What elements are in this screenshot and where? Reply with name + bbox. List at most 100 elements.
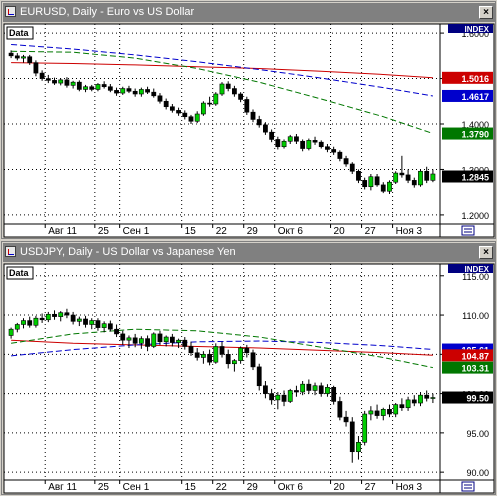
- candle-bear: [219, 346, 225, 355]
- candle-bull: [138, 338, 144, 344]
- index-badge[interactable]: [448, 264, 493, 273]
- candle-bull: [312, 385, 318, 391]
- candle-bear: [294, 390, 299, 393]
- candle-bull: [393, 404, 399, 415]
- candle-bear: [39, 317, 45, 321]
- menu-icon[interactable]: [461, 481, 475, 492]
- candle-bear: [424, 394, 430, 399]
- candle-bull: [151, 333, 157, 347]
- price-tag: [442, 349, 493, 362]
- candle-bull: [300, 383, 306, 393]
- menu-icon[interactable]: [461, 225, 475, 236]
- date-tick-label: 20: [334, 226, 346, 237]
- candle-bear: [244, 99, 250, 113]
- candle-bear: [399, 172, 405, 176]
- candle-bull: [89, 320, 95, 325]
- chart-titlebar[interactable]: EURUSD, Daily - Euro vs US Dollar ×: [3, 3, 496, 22]
- candle-bear: [424, 170, 430, 181]
- candle-bull: [21, 320, 26, 325]
- candle-bull: [418, 170, 423, 186]
- candle-bear: [64, 312, 70, 316]
- candle-bear: [343, 416, 349, 423]
- plot-area[interactable]: [3, 23, 441, 225]
- chart-window-eurusd[interactable]: EURUSD, Daily - Euro vs US Dollar × 1.60…: [1, 1, 496, 239]
- candle-bear: [318, 385, 324, 394]
- candle-bull: [287, 390, 293, 402]
- candle-bull: [387, 181, 392, 192]
- date-tick-label: Ноя 3: [396, 482, 423, 493]
- date-tick-label: Авг 11: [48, 226, 77, 237]
- candle-bear: [343, 158, 349, 165]
- price-tick-label: 95.00: [466, 429, 489, 439]
- candle-bear: [263, 385, 268, 394]
- candle-bear: [399, 404, 405, 409]
- close-button[interactable]: ×: [479, 6, 493, 19]
- date-tick-label: 22: [216, 482, 228, 493]
- candle-bear: [70, 314, 76, 322]
- candle-bear: [120, 333, 126, 341]
- chart-window-usdjpy[interactable]: USDJPY, Daily - US Dollar vs Japanese Ye…: [1, 241, 496, 495]
- index-badge[interactable]: [448, 24, 493, 33]
- price-tick-label: 1.4000: [461, 120, 489, 130]
- candle-bull: [126, 337, 132, 341]
- candle-bull: [368, 410, 374, 415]
- chart-titlebar[interactable]: USDJPY, Daily - US Dollar vs Japanese Ye…: [3, 243, 496, 262]
- candle-bull: [200, 102, 206, 115]
- moving-average-line: [11, 340, 433, 357]
- candle-bear: [387, 409, 392, 415]
- candle-bear: [232, 88, 237, 95]
- candle-bear: [194, 352, 200, 358]
- candle-bull: [362, 413, 368, 443]
- candle-bear: [188, 346, 194, 354]
- date-tick-label: 20: [334, 482, 346, 493]
- candle-bear: [256, 366, 262, 387]
- candle-bear: [169, 336, 175, 343]
- candle-bear: [337, 151, 343, 159]
- candle-bear: [157, 333, 163, 343]
- price-tick-label: 110.00: [462, 311, 489, 321]
- price-tick-label: 1.2000: [461, 211, 489, 221]
- candle-bull: [281, 140, 287, 148]
- date-tick-label: 27: [365, 226, 377, 237]
- price-tick-label: 115.00: [462, 272, 489, 282]
- moving-average-line: [11, 328, 433, 369]
- candle-bull: [120, 88, 126, 94]
- candle-bull: [325, 387, 330, 394]
- candle-bear: [188, 116, 194, 122]
- candle-bear: [207, 102, 212, 105]
- chart-title: EURUSD, Daily - Euro vs US Dollar: [20, 6, 195, 18]
- candle-bear: [263, 124, 268, 133]
- candle-bear: [225, 354, 231, 365]
- candle-bear: [207, 354, 212, 363]
- candle-bear: [374, 176, 380, 186]
- candle-bull: [200, 354, 206, 358]
- candle-bear: [107, 323, 113, 330]
- candle-bull: [219, 83, 225, 95]
- candle-bear: [145, 338, 150, 347]
- price-tag: [442, 127, 493, 140]
- candle-bear: [114, 90, 119, 94]
- candle-bull: [163, 336, 169, 343]
- data-label-box[interactable]: [6, 266, 34, 280]
- candle-bear: [114, 328, 119, 335]
- price-tag: [442, 170, 493, 183]
- candle-bear: [244, 347, 250, 354]
- candle-bear: [405, 174, 411, 181]
- candle-bear: [95, 320, 101, 328]
- moving-average-line: [11, 62, 433, 79]
- data-label: Data: [9, 268, 30, 278]
- date-tick-label: Сен 1: [123, 226, 150, 237]
- price-tag-label: 1.5016: [461, 74, 489, 84]
- data-label-box[interactable]: [6, 26, 34, 40]
- candle-bear: [238, 93, 244, 100]
- plot-area[interactable]: [3, 263, 441, 481]
- price-tick-label: 1.6000: [461, 29, 489, 39]
- price-tag-label: 99.50: [466, 394, 489, 404]
- candle-bull: [138, 89, 144, 95]
- price-tag: [442, 391, 493, 404]
- candle-bull: [45, 313, 51, 321]
- close-button[interactable]: ×: [479, 246, 493, 259]
- candle-bear: [8, 52, 14, 57]
